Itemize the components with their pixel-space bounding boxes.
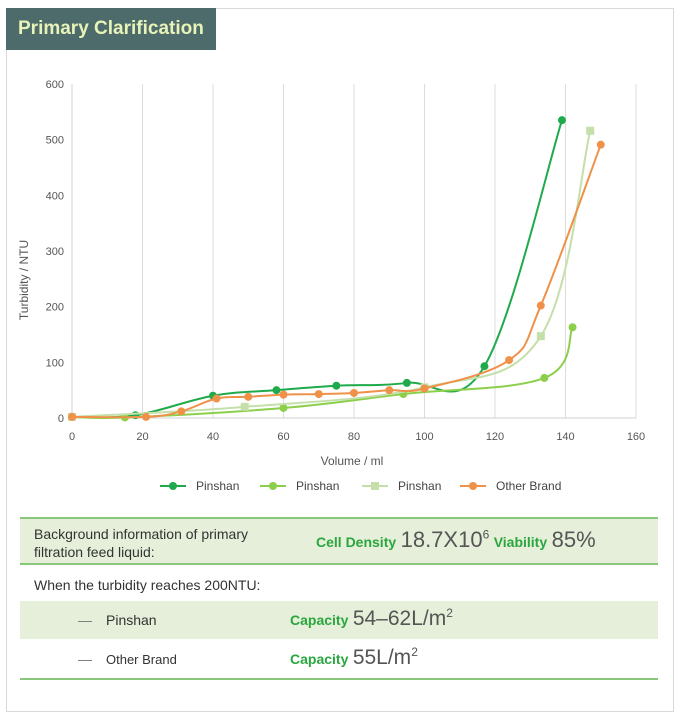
legend-marker bbox=[269, 482, 277, 490]
background-info-row: Background information of primary filtra… bbox=[20, 517, 658, 565]
legend-label: Pinshan bbox=[296, 479, 339, 493]
series-4 bbox=[68, 140, 605, 421]
data-point bbox=[402, 378, 411, 387]
y-tick-label: 0 bbox=[58, 413, 64, 425]
grid-lines bbox=[142, 84, 637, 418]
dash-marker: — bbox=[78, 651, 92, 667]
y-tick-label: 100 bbox=[46, 357, 64, 369]
y-tick-label: 600 bbox=[46, 79, 64, 91]
x-tick-label: 60 bbox=[277, 431, 289, 443]
page-title: Primary Clarification bbox=[6, 8, 216, 50]
data-point bbox=[505, 356, 514, 365]
data-point bbox=[244, 392, 253, 401]
capacity-exponent: 2 bbox=[411, 645, 418, 659]
brand-name: Pinshan bbox=[106, 612, 157, 628]
y-tick-label: 500 bbox=[46, 135, 64, 147]
x-tick-label: 120 bbox=[486, 431, 504, 443]
capacity-number: 55L/m bbox=[352, 646, 412, 669]
legend-label: Pinshan bbox=[196, 479, 239, 493]
legend-item: Pinshan bbox=[160, 479, 239, 493]
data-point bbox=[385, 386, 394, 395]
content-frame bbox=[6, 8, 674, 712]
data-point bbox=[536, 301, 545, 310]
data-point bbox=[240, 402, 249, 411]
data-point bbox=[142, 412, 151, 421]
x-tick-label: 40 bbox=[207, 431, 219, 443]
dash-marker: — bbox=[78, 612, 92, 628]
cell-density-exponent: 6 bbox=[482, 527, 490, 542]
x-axis-label: Volume / ml bbox=[321, 454, 384, 468]
capacity-group: Capacity 54–62L/m2 bbox=[290, 606, 453, 631]
capacity-label: Capacity bbox=[290, 651, 349, 667]
data-point bbox=[557, 116, 566, 125]
data-point bbox=[279, 403, 288, 412]
data-point bbox=[350, 388, 358, 397]
y-tick-label: 200 bbox=[46, 302, 64, 314]
data-point bbox=[536, 332, 545, 341]
data-point bbox=[540, 373, 549, 382]
x-tick-label: 140 bbox=[556, 431, 574, 443]
capacity-exponent: 2 bbox=[446, 606, 453, 620]
x-tick-label: 80 bbox=[348, 431, 360, 443]
legend: Pinshan Pinshan Pinshan Other Brand bbox=[160, 479, 561, 493]
series-line bbox=[71, 130, 592, 418]
data-point bbox=[332, 381, 341, 390]
data-point bbox=[586, 126, 595, 135]
data-point bbox=[177, 407, 186, 416]
legend-marker bbox=[469, 482, 477, 490]
legend-marker bbox=[371, 482, 379, 490]
data-point bbox=[272, 386, 281, 395]
capacity-value: 55L/m2 bbox=[352, 645, 418, 669]
x-tick-label: 160 bbox=[627, 431, 645, 443]
legend-marker bbox=[169, 482, 177, 490]
y-axis-label: Turbidity / NTU bbox=[17, 240, 31, 320]
capacity-number: 54–62L/m bbox=[352, 607, 447, 630]
series-line bbox=[71, 119, 563, 419]
data-point bbox=[568, 323, 577, 332]
legend-label: Other Brand bbox=[496, 479, 561, 493]
capacity-label: Capacity bbox=[290, 612, 349, 628]
legend-item: Pinshan bbox=[260, 479, 339, 493]
axes: 0 20 40 60 80 100 120 140 160 0 100 200 300 400 500 600 bbox=[46, 79, 646, 443]
cell-density-value: 18.7X106 bbox=[401, 527, 490, 552]
cell-density-label: Cell Density bbox=[316, 534, 397, 550]
turbidity-heading: When the turbidity reaches 200NTU: bbox=[34, 577, 261, 593]
legend-item: Other Brand bbox=[460, 479, 561, 493]
x-tick-label: 20 bbox=[136, 431, 148, 443]
background-info-label: Background information of primary filtra… bbox=[34, 526, 248, 560]
brand-row-pinshan: — Pinshan Capacity 54–62L/m2 bbox=[20, 601, 658, 639]
cell-density-number: 18.7X10 bbox=[400, 527, 483, 552]
data-point bbox=[212, 394, 221, 403]
legend-label: Pinshan bbox=[398, 479, 441, 493]
data-point bbox=[279, 390, 288, 399]
data-point bbox=[596, 140, 605, 149]
capacity-group: Capacity 55L/m2 bbox=[290, 645, 418, 670]
legend-item: Pinshan bbox=[362, 479, 441, 493]
y-tick-label: 400 bbox=[46, 190, 64, 202]
data-point bbox=[68, 412, 76, 421]
series-lines bbox=[68, 116, 605, 422]
series-3 bbox=[68, 126, 595, 421]
series-line bbox=[71, 144, 602, 419]
viability-value: 85% bbox=[551, 527, 596, 552]
viability-label: Viability bbox=[493, 534, 548, 550]
x-tick-label: 0 bbox=[69, 431, 75, 443]
cell-density-group: Cell Density 18.7X106 Viability 85% bbox=[316, 527, 596, 553]
brand-name: Other Brand bbox=[106, 652, 177, 667]
turbidity-chart: 0 20 40 60 80 100 120 140 160 0 100 200 300 400 500 600… bbox=[17, 79, 646, 493]
capacity-value: 54–62L/m2 bbox=[352, 606, 453, 630]
x-tick-label: 100 bbox=[415, 431, 433, 443]
data-point bbox=[480, 362, 489, 371]
data-point bbox=[420, 384, 429, 393]
brand-row-other: — Other Brand Capacity 55L/m2 bbox=[20, 640, 658, 680]
data-point bbox=[314, 390, 323, 399]
y-tick-label: 300 bbox=[46, 246, 64, 258]
